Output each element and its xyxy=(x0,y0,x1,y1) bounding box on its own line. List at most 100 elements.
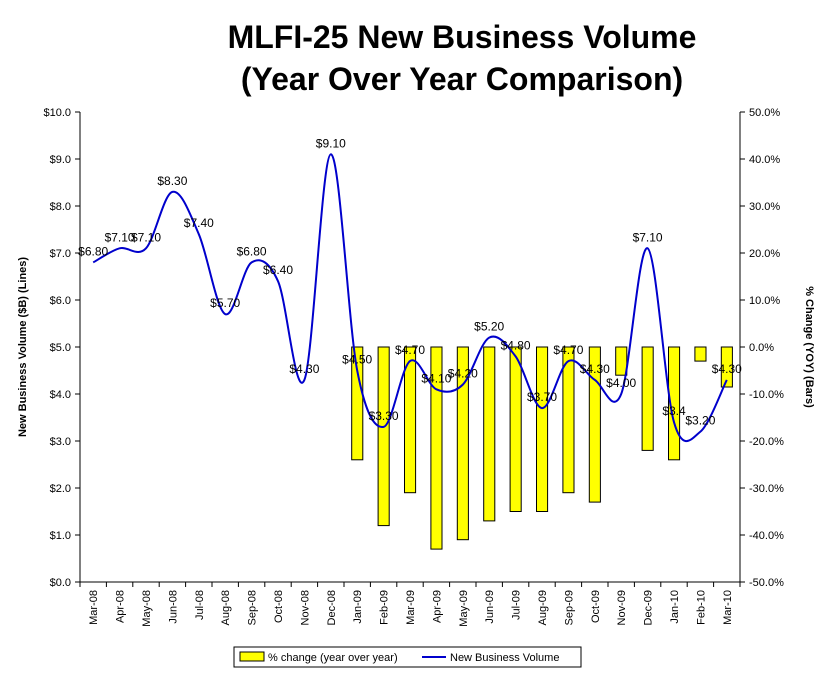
left-tick-label: $1.0 xyxy=(50,530,71,542)
x-tick-label: Jan-09 xyxy=(352,590,364,624)
x-tick-label: Mar-08 xyxy=(88,590,100,625)
data-label-feb-10: $3.20 xyxy=(685,414,715,428)
x-tick-label: Aug-09 xyxy=(537,590,549,625)
x-tick-label: Jul-08 xyxy=(194,590,206,620)
x-tick-label: Feb-09 xyxy=(379,590,391,625)
x-tick-label: May-08 xyxy=(141,590,153,627)
data-label-nov-08: $4.30 xyxy=(289,362,319,376)
x-tick-label: Sep-08 xyxy=(247,590,259,625)
left-tick-label: $10.0 xyxy=(43,107,71,119)
data-label-jul-09: $4.80 xyxy=(501,338,531,352)
x-tick-label: Jun-09 xyxy=(484,590,496,624)
right-axis-title: % Change (YOY) (Bars) xyxy=(803,286,815,408)
legend-box xyxy=(233,646,582,668)
bar-may-09 xyxy=(456,346,469,541)
right-tick-label: 0.0% xyxy=(749,342,774,354)
bar-jul-09 xyxy=(509,346,522,512)
bar-mar-09 xyxy=(404,346,417,494)
left-tick-label: $8.0 xyxy=(50,201,71,213)
legend: % change (year over year) New Business V… xyxy=(233,646,582,668)
left-tick-label: $6.0 xyxy=(50,295,71,307)
left-tick-label: $7.0 xyxy=(50,248,71,260)
x-tick-label: Jul-09 xyxy=(511,590,523,620)
right-tick-label: 10.0% xyxy=(749,295,780,307)
left-tick-label: $5.0 xyxy=(50,342,71,354)
bar-feb-10 xyxy=(694,346,707,362)
data-label-mar-10: $4.30 xyxy=(712,362,742,376)
data-label-may-08: $7.10 xyxy=(131,230,161,244)
right-tick-label: -20.0% xyxy=(749,436,784,448)
bar-aug-09 xyxy=(536,346,549,512)
bar-dec-09 xyxy=(641,346,654,451)
bars-layer xyxy=(351,346,733,550)
legend-line-label: New Business Volume xyxy=(450,652,559,664)
data-label-jul-08: $7.40 xyxy=(184,216,214,230)
chart-title-line-2: (Year Over Year Comparison) xyxy=(241,61,683,97)
x-tick-label: Nov-09 xyxy=(616,590,628,625)
data-label-dec-08: $9.10 xyxy=(316,136,346,150)
line-layer xyxy=(92,153,728,443)
data-label-sep-08: $6.80 xyxy=(237,244,267,258)
x-tick-label: May-09 xyxy=(458,590,470,627)
left-axis-title: New Business Volume ($B) (Lines) xyxy=(17,257,29,437)
x-tick-label: Sep-09 xyxy=(563,590,575,625)
x-tick-label: Oct-09 xyxy=(590,590,602,623)
chart-title-line-1: MLFI-25 New Business Volume xyxy=(228,19,697,55)
right-tick-label: -50.0% xyxy=(749,577,784,589)
legend-bar-swatch xyxy=(239,651,265,662)
right-tick-label: -30.0% xyxy=(749,483,784,495)
left-tick-label: $0.0 xyxy=(50,577,71,589)
legend-bar-label: % change (year over year) xyxy=(268,652,398,664)
data-label-may-09: $4.20 xyxy=(448,367,478,381)
data-label-sep-09: $4.70 xyxy=(553,343,583,357)
x-tick-label: Nov-08 xyxy=(299,590,311,625)
axes-layer: $0.0 $1.0 $2.0 $3.0 $4.0 $5.0 $6.0 $7.0 $8.0 $9.0… xyxy=(43,107,784,627)
bar-jan-10 xyxy=(668,346,681,461)
right-tick-label: 50.0% xyxy=(749,107,780,119)
bar-apr-09 xyxy=(430,346,443,550)
x-tick-label: Oct-08 xyxy=(273,590,285,623)
left-tick-label: $4.0 xyxy=(50,389,71,401)
x-tick-label: Dec-08 xyxy=(326,590,338,625)
bar-jan-09 xyxy=(351,346,364,461)
data-label-oct-09: $4.30 xyxy=(580,362,610,376)
x-tick-label: Jun-08 xyxy=(167,590,179,624)
data-label-oct-08: $6.40 xyxy=(263,263,293,277)
data-label-feb-09: $3.30 xyxy=(369,409,399,423)
data-label-nov-09: $4.00 xyxy=(606,376,636,390)
x-tick-label: Mar-10 xyxy=(722,590,734,625)
left-tick-label: $3.0 xyxy=(50,436,71,448)
data-labels-layer: $6.80$7.10$7.10$8.30$7.40$5.70$6.80$6.40… xyxy=(78,136,742,427)
x-tick-label: Feb-10 xyxy=(695,590,707,625)
data-label-jan-09: $4.50 xyxy=(342,353,372,367)
bar-jun-09 xyxy=(483,346,496,522)
data-label-jun-08: $8.30 xyxy=(157,174,187,188)
x-tick-label: Apr-09 xyxy=(431,590,443,623)
bar-mar-10 xyxy=(720,346,733,388)
right-tick-label: -40.0% xyxy=(749,530,784,542)
data-label-apr-09: $4.10 xyxy=(421,371,451,385)
left-tick-label: $2.0 xyxy=(50,483,71,495)
right-tick-label: 30.0% xyxy=(749,201,780,213)
left-tick-label: $9.0 xyxy=(50,154,71,166)
x-tick-label: Dec-09 xyxy=(643,590,655,625)
bar-sep-09 xyxy=(562,346,575,494)
data-label-apr-08: $7.10 xyxy=(105,230,135,244)
x-tick-label: Jan-10 xyxy=(669,590,681,624)
data-label-mar-09: $4.70 xyxy=(395,343,425,357)
data-label-jun-09: $5.20 xyxy=(474,320,504,334)
right-tick-label: 40.0% xyxy=(749,154,780,166)
x-tick-label: Aug-08 xyxy=(220,590,232,625)
data-label-mar-08: $6.80 xyxy=(78,244,108,258)
data-label-jan-10: $3.4 xyxy=(662,404,686,418)
right-tick-label: -10.0% xyxy=(749,389,784,401)
data-label-dec-09: $7.10 xyxy=(633,230,663,244)
x-tick-label: Mar-09 xyxy=(405,590,417,625)
x-tick-label: Apr-08 xyxy=(115,590,127,623)
right-tick-label: 20.0% xyxy=(749,248,780,260)
volume-line xyxy=(92,153,728,443)
data-label-aug-08: $5.70 xyxy=(210,296,240,310)
data-label-aug-09: $3.70 xyxy=(527,390,557,404)
bar-feb-09 xyxy=(377,346,390,527)
